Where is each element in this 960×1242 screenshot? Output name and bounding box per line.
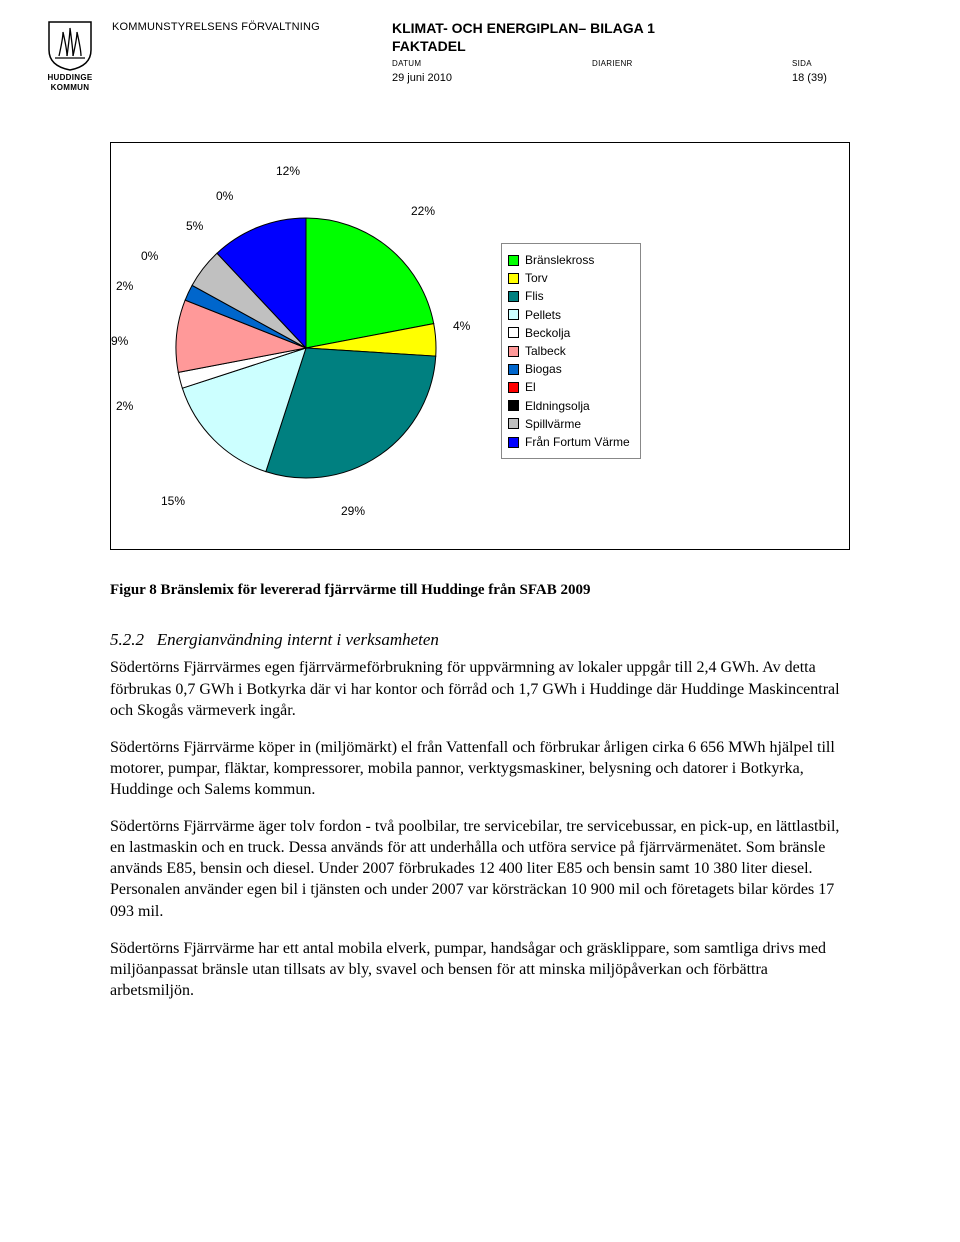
legend-item: Bränslekross <box>508 252 630 268</box>
meta-diarienr-label: DIARIENR <box>592 59 792 70</box>
meta-sida-label: SIDA <box>792 59 920 70</box>
figure-caption: Figur 8 Bränslemix för levererad fjärrvä… <box>110 580 850 600</box>
legend-swatch <box>508 273 519 284</box>
legend-item: Flis <box>508 288 630 304</box>
title-line1: KLIMAT- OCH ENERGIPLAN– BILAGA 1 <box>392 20 655 36</box>
municipality-logo: HUDDINGE KOMMUN <box>40 20 100 92</box>
pie-pct-label: 2% <box>116 278 133 294</box>
legend-swatch <box>508 400 519 411</box>
pie-svg <box>131 173 481 523</box>
legend-item: Beckolja <box>508 325 630 341</box>
legend-swatch <box>508 382 519 393</box>
logo-text-line1: HUDDINGE <box>40 74 100 82</box>
legend-swatch <box>508 437 519 448</box>
pie-pct-label: 0% <box>216 188 233 204</box>
pie-chart-frame: 12% 22% 4% 29% 15% 2% 9% 2% 0% 5% 0% Bränslekross T… <box>110 142 850 550</box>
paragraph: Södertörns Fjärrvärme köper in (miljömär… <box>110 737 850 800</box>
shield-icon <box>45 20 95 72</box>
pie-pct-label: 0% <box>141 248 158 264</box>
legend-item: El <box>508 379 630 395</box>
paragraph: Södertörns Fjärrvärme har ett antal mobi… <box>110 938 850 1001</box>
legend-item: Eldningsolja <box>508 398 630 414</box>
legend-item: Talbeck <box>508 343 630 359</box>
section-heading: 5.2.2 Energianvändning internt i verksam… <box>110 629 850 652</box>
pie-chart: 12%22%4%29%15%2%9%2%0%5%0% <box>131 173 481 529</box>
pie-pct-label: 4% <box>453 318 470 334</box>
logo-text-line2: KOMMUN <box>40 84 100 92</box>
legend-label: Bränslekross <box>525 252 594 268</box>
legend-label: El <box>525 379 536 395</box>
legend-item: Biogas <box>508 361 630 377</box>
legend-label: Biogas <box>525 361 562 377</box>
legend-label: Beckolja <box>525 325 570 341</box>
legend-item: Från Fortum Värme <box>508 434 630 450</box>
legend-label: Från Fortum Värme <box>525 434 630 450</box>
legend-swatch <box>508 327 519 338</box>
pie-pct-label: 15% <box>161 493 185 509</box>
legend-label: Flis <box>525 288 544 304</box>
paragraph: Södertörns Fjärrvärmes egen fjärrvärmefö… <box>110 657 850 720</box>
legend-swatch <box>508 364 519 375</box>
legend-label: Pellets <box>525 307 561 323</box>
meta-datum-value: 29 juni 2010 <box>392 71 592 86</box>
legend-item: Torv <box>508 270 630 286</box>
pie-pct-label: 22% <box>411 203 435 219</box>
legend-swatch <box>508 291 519 302</box>
legend-label: Eldningsolja <box>525 398 590 414</box>
section-title: Energianvändning internt i verksamheten <box>157 630 439 649</box>
pie-pct-label: 2% <box>116 398 133 414</box>
document-title: KLIMAT- OCH ENERGIPLAN– BILAGA 1 FAKTADE… <box>392 20 920 55</box>
meta-sida-value: 18 (39) <box>792 71 920 86</box>
legend-swatch <box>508 255 519 266</box>
legend-label: Spillvärme <box>525 416 581 432</box>
header-meta-row: DATUM 29 juni 2010 DIARIENR SIDA 18 (39) <box>392 59 920 86</box>
title-line2: FAKTADEL <box>392 38 466 54</box>
pie-pct-label: 9% <box>111 333 128 349</box>
legend-swatch <box>508 346 519 357</box>
document-header: HUDDINGE KOMMUN KOMMUNSTYRELSENS FÖRVALT… <box>40 20 920 92</box>
header-text-block: KOMMUNSTYRELSENS FÖRVALTNING KLIMAT- OCH… <box>112 20 920 92</box>
legend-item: Spillvärme <box>508 416 630 432</box>
section-number: 5.2.2 <box>110 630 144 649</box>
legend-label: Torv <box>525 270 548 286</box>
legend-item: Pellets <box>508 307 630 323</box>
pie-pct-label: 29% <box>341 503 365 519</box>
paragraph: Södertörns Fjärrvärme äger tolv fordon -… <box>110 816 850 922</box>
meta-datum-label: DATUM <box>392 59 592 70</box>
legend-swatch <box>508 309 519 320</box>
chart-legend: Bränslekross Torv Flis Pellets Beckolja Talbe… <box>501 243 641 459</box>
legend-swatch <box>508 418 519 429</box>
legend-label: Talbeck <box>525 343 566 359</box>
pie-pct-label: 5% <box>186 218 203 234</box>
pie-pct-label: 12% <box>276 163 300 179</box>
org-unit: KOMMUNSTYRELSENS FÖRVALTNING <box>112 20 392 55</box>
